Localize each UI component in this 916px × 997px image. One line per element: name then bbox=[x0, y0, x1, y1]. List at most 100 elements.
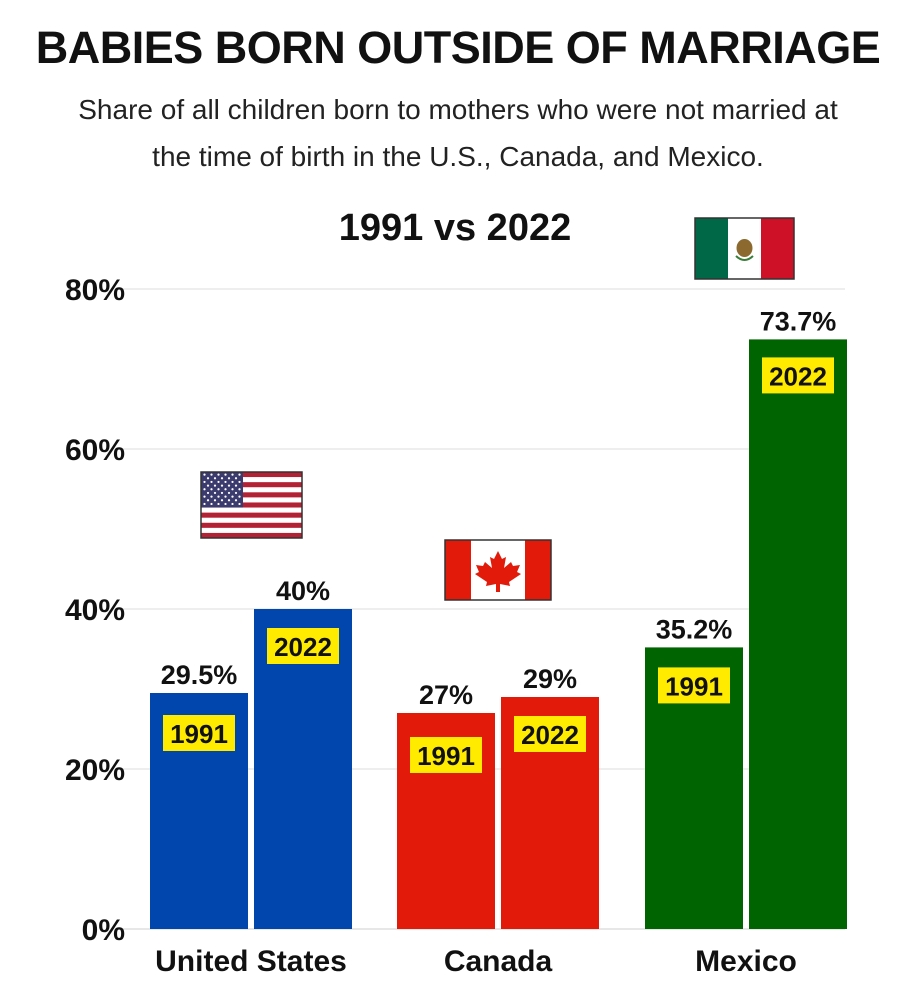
flag-star bbox=[206, 477, 210, 480]
canada-flag bbox=[444, 539, 552, 601]
flag-star bbox=[203, 495, 206, 498]
flag-star bbox=[231, 473, 234, 476]
y-tick-label: 40% bbox=[65, 594, 125, 627]
comparison-label: 1991 vs 2022 bbox=[339, 207, 571, 249]
maple-leaf-icon bbox=[475, 551, 521, 592]
flag-star bbox=[203, 473, 206, 476]
year-badge bbox=[163, 715, 235, 751]
flag-stripe bbox=[201, 502, 302, 508]
flag-star bbox=[231, 502, 234, 506]
x-category-label: Mexico bbox=[695, 945, 797, 978]
flag-border bbox=[694, 217, 795, 280]
bar bbox=[749, 339, 847, 929]
flag-stripe bbox=[201, 527, 302, 534]
y-tick-label: 20% bbox=[65, 754, 125, 787]
flag-star bbox=[213, 477, 217, 480]
flag-star bbox=[238, 480, 241, 484]
value-label: 27% bbox=[419, 680, 473, 710]
year-badge bbox=[658, 667, 730, 704]
us-flag bbox=[200, 471, 303, 539]
flag-star bbox=[220, 477, 224, 480]
flag-stripe bbox=[201, 477, 302, 483]
flag-star bbox=[217, 480, 220, 484]
flag-star bbox=[220, 491, 224, 495]
value-label: 40% bbox=[276, 576, 330, 606]
year-badge-label: 1991 bbox=[417, 741, 475, 771]
chart-subtitle: Share of all children born to mothers wh… bbox=[78, 94, 838, 172]
chart-title: BABIES BORN OUTSIDE OF MARRIAGE bbox=[35, 22, 881, 73]
flag-stripe bbox=[201, 482, 302, 488]
y-tick-label: 80% bbox=[65, 274, 125, 307]
year-badge bbox=[762, 357, 834, 394]
flag-band bbox=[761, 218, 795, 279]
flag-star bbox=[210, 473, 213, 476]
flag-star bbox=[206, 484, 210, 487]
year-badge-label: 2022 bbox=[521, 720, 579, 750]
flag-star bbox=[238, 502, 241, 506]
year-badge-label: 1991 bbox=[170, 719, 228, 749]
bars: 29.5% 1991 40% 2022 27% 1991 29% 2022 35.2% 1991 7… bbox=[150, 306, 847, 929]
year-badge-label: 1991 bbox=[665, 671, 723, 701]
flag-border bbox=[444, 539, 552, 601]
flag-star bbox=[210, 495, 213, 498]
flag-star bbox=[210, 488, 213, 491]
flag-star bbox=[238, 488, 241, 491]
flag-star bbox=[203, 480, 206, 484]
flag-star bbox=[227, 499, 231, 502]
flag-star bbox=[224, 488, 227, 491]
mexico-flag bbox=[694, 217, 795, 280]
flag-star bbox=[231, 488, 234, 491]
flag-stripe bbox=[201, 487, 302, 493]
value-label: 35.2% bbox=[656, 614, 733, 644]
flag-star bbox=[210, 502, 213, 506]
flag-star bbox=[224, 473, 227, 476]
flag-stripe bbox=[201, 532, 302, 539]
flag-star bbox=[213, 484, 217, 487]
flag-star bbox=[220, 499, 224, 502]
value-label: 29% bbox=[523, 664, 577, 694]
flag-star bbox=[231, 495, 234, 498]
y-tick-label: 0% bbox=[82, 914, 125, 947]
value-label: 29.5% bbox=[161, 660, 238, 690]
wreath-icon bbox=[735, 255, 754, 261]
flag-star bbox=[234, 491, 238, 495]
flags bbox=[200, 217, 795, 601]
x-category-label: United States bbox=[155, 945, 347, 978]
x-category-label: Canada bbox=[444, 945, 553, 978]
flag-star bbox=[213, 499, 217, 502]
year-badge bbox=[514, 716, 586, 752]
flag-stripe bbox=[201, 512, 302, 518]
year-badge bbox=[410, 737, 482, 773]
flag-star bbox=[234, 477, 238, 480]
y-axis: 0% 20% 40% 60% 80% bbox=[65, 274, 125, 947]
flag-star bbox=[203, 502, 206, 506]
flag-stripe bbox=[201, 517, 302, 524]
flag-band bbox=[445, 540, 471, 600]
flag-star bbox=[217, 488, 220, 491]
flag-star bbox=[217, 473, 220, 476]
flag-star bbox=[231, 480, 234, 484]
flag-star bbox=[203, 488, 206, 491]
year-badge-label: 2022 bbox=[769, 361, 827, 391]
flag-stripe bbox=[201, 492, 302, 498]
flag-star bbox=[234, 484, 238, 487]
flag-star bbox=[234, 499, 238, 502]
flag-star bbox=[238, 495, 241, 498]
flag-band bbox=[695, 218, 728, 279]
coat-of-arms-icon bbox=[736, 239, 753, 257]
year-badge bbox=[267, 628, 339, 664]
flag-star bbox=[224, 480, 227, 484]
flag-star bbox=[227, 484, 231, 487]
flag-star bbox=[217, 502, 220, 506]
y-tick-label: 60% bbox=[65, 434, 125, 467]
flag-star bbox=[224, 495, 227, 498]
flag-stripe bbox=[201, 507, 302, 513]
flag-star bbox=[217, 495, 220, 498]
x-axis: United States Canada Mexico bbox=[155, 945, 797, 978]
flag-star bbox=[220, 484, 224, 487]
flag-star bbox=[206, 491, 210, 495]
flag-star bbox=[227, 477, 231, 480]
flag-stripe bbox=[201, 497, 302, 503]
flag-star bbox=[224, 502, 227, 506]
